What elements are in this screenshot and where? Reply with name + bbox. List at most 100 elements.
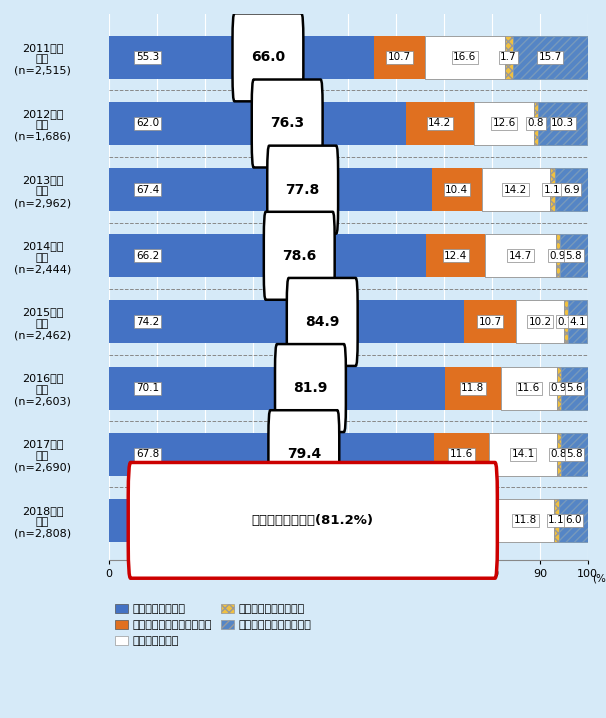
Bar xyxy=(560,234,588,277)
Text: 10.7: 10.7 xyxy=(388,52,411,62)
Text: 62.0: 62.0 xyxy=(136,118,159,129)
Bar xyxy=(557,367,561,409)
Text: 11.6: 11.6 xyxy=(518,383,541,393)
Text: 16.6: 16.6 xyxy=(453,52,476,62)
Text: 81.9: 81.9 xyxy=(293,381,328,395)
Bar xyxy=(109,36,374,79)
Bar xyxy=(109,433,434,476)
Bar xyxy=(557,433,561,476)
Bar xyxy=(464,300,516,343)
Bar xyxy=(434,433,489,476)
Bar xyxy=(485,234,556,277)
Text: 74.2: 74.2 xyxy=(136,317,159,327)
Bar xyxy=(513,36,588,79)
Bar xyxy=(406,102,474,145)
Text: 1.1: 1.1 xyxy=(544,185,561,195)
FancyBboxPatch shape xyxy=(264,212,335,300)
Bar xyxy=(550,168,554,211)
Bar xyxy=(554,168,588,211)
Text: 12.6: 12.6 xyxy=(493,118,516,129)
Bar xyxy=(425,36,505,79)
Bar xyxy=(109,300,464,343)
Bar xyxy=(474,102,534,145)
Text: 14.7: 14.7 xyxy=(509,251,532,261)
Text: 10.3: 10.3 xyxy=(551,118,574,129)
Text: 11.6: 11.6 xyxy=(450,449,473,460)
Bar xyxy=(505,36,513,79)
Bar xyxy=(564,300,568,343)
Bar xyxy=(482,168,550,211)
Legend: さらに拡大を図る, 今後、新たに取り組みたい, 現状を維持する, 縮小、撤退を検討する, 今後とも行う予定はない: さらに拡大を図る, 今後、新たに取り組みたい, 現状を維持する, 縮小、撤退を検… xyxy=(115,604,311,646)
FancyBboxPatch shape xyxy=(267,146,338,233)
Bar xyxy=(501,367,557,409)
Bar xyxy=(538,102,587,145)
Text: 66.2: 66.2 xyxy=(136,251,159,261)
Text: 輸出の拡大を図る(81.2%): 輸出の拡大を図る(81.2%) xyxy=(251,514,374,527)
Bar xyxy=(485,234,556,277)
Text: 10.6: 10.6 xyxy=(461,516,484,526)
Bar xyxy=(568,300,587,343)
Text: 14.2: 14.2 xyxy=(428,118,451,129)
Bar xyxy=(109,367,445,409)
Bar xyxy=(534,102,538,145)
Text: 6.9: 6.9 xyxy=(563,185,579,195)
Text: 10.4: 10.4 xyxy=(445,185,468,195)
Text: 0.9: 0.9 xyxy=(550,251,566,261)
Bar xyxy=(489,433,557,476)
Text: 67.8: 67.8 xyxy=(136,449,159,460)
Text: 14.1: 14.1 xyxy=(511,449,534,460)
FancyBboxPatch shape xyxy=(268,410,339,498)
Bar xyxy=(561,367,588,409)
Bar xyxy=(560,234,588,277)
Bar xyxy=(431,168,482,211)
Bar xyxy=(474,102,534,145)
Text: 1.1: 1.1 xyxy=(548,516,565,526)
Bar xyxy=(489,433,557,476)
Text: 76.3: 76.3 xyxy=(270,116,304,131)
Bar xyxy=(561,433,588,476)
Text: 77.8: 77.8 xyxy=(285,182,320,197)
Bar xyxy=(554,168,588,211)
Bar xyxy=(109,234,426,277)
Text: (%): (%) xyxy=(593,574,606,584)
Text: 15.7: 15.7 xyxy=(539,52,562,62)
Bar xyxy=(109,499,447,542)
Bar xyxy=(426,234,485,277)
Bar xyxy=(516,300,564,343)
Bar xyxy=(559,499,588,542)
Bar xyxy=(109,102,406,145)
Bar xyxy=(513,36,588,79)
Text: 6.0: 6.0 xyxy=(565,516,582,526)
Text: 11.8: 11.8 xyxy=(461,383,485,393)
Bar xyxy=(556,234,560,277)
Text: 1.7: 1.7 xyxy=(501,52,517,62)
Bar xyxy=(482,168,550,211)
Text: 70.5: 70.5 xyxy=(136,516,159,526)
Bar xyxy=(445,367,501,409)
Text: 66.0: 66.0 xyxy=(251,50,285,65)
Text: 78.6: 78.6 xyxy=(282,248,316,263)
Bar xyxy=(498,499,554,542)
FancyBboxPatch shape xyxy=(287,278,358,366)
Bar xyxy=(550,168,554,211)
Bar xyxy=(447,499,498,542)
Text: 5.6: 5.6 xyxy=(566,383,583,393)
Text: 5.8: 5.8 xyxy=(565,251,582,261)
Bar xyxy=(559,499,588,542)
Text: 67.4: 67.4 xyxy=(136,185,159,195)
Text: 14.2: 14.2 xyxy=(504,185,527,195)
Bar xyxy=(568,300,587,343)
Bar xyxy=(557,433,561,476)
FancyBboxPatch shape xyxy=(128,462,498,578)
Text: 84.9: 84.9 xyxy=(305,315,339,329)
Bar xyxy=(554,499,559,542)
Text: 4.1: 4.1 xyxy=(569,317,586,327)
Bar xyxy=(561,433,588,476)
Text: 70.1: 70.1 xyxy=(136,383,159,393)
Bar xyxy=(505,36,513,79)
Bar xyxy=(425,36,505,79)
Bar xyxy=(498,499,554,542)
Text: 5.8: 5.8 xyxy=(566,449,583,460)
Text: 12.4: 12.4 xyxy=(444,251,467,261)
Bar xyxy=(109,168,431,211)
